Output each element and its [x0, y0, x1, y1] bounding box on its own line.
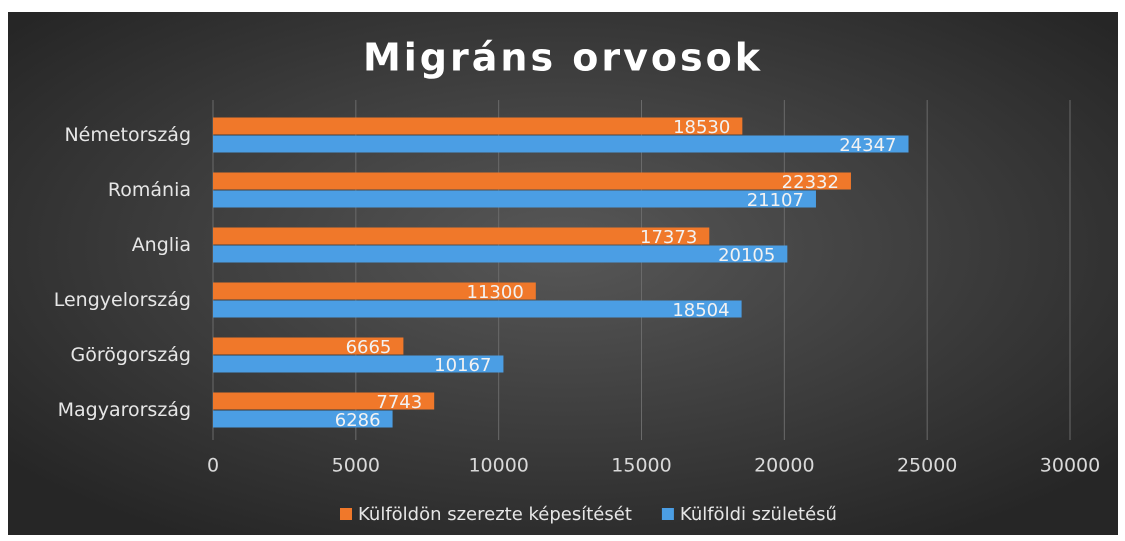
- bar: [213, 300, 742, 318]
- y-tick-label: Görögország: [71, 344, 191, 366]
- x-tick-label: 10000: [468, 455, 528, 477]
- background: [8, 12, 1118, 535]
- data-label: 7743: [376, 392, 422, 413]
- data-label: 17373: [640, 227, 697, 248]
- x-tick-label: 0: [207, 455, 219, 477]
- bar: [213, 282, 536, 300]
- data-label: 22332: [782, 172, 839, 193]
- data-label: 10167: [434, 355, 491, 376]
- bar: [213, 117, 743, 135]
- bar: [213, 245, 788, 263]
- bar: [213, 392, 435, 410]
- data-label: 24347: [839, 135, 896, 156]
- x-tick-label: 25000: [897, 455, 957, 477]
- data-label: 18530: [673, 117, 730, 138]
- bar: [213, 135, 909, 153]
- bar: [213, 355, 504, 373]
- y-tick-label: Románia: [108, 179, 191, 201]
- bar: [213, 337, 404, 355]
- data-label: 18504: [672, 300, 729, 321]
- y-tick-label: Anglia: [132, 234, 191, 256]
- data-label: 6665: [346, 337, 392, 358]
- x-tick-label: 20000: [754, 455, 814, 477]
- data-label: 21107: [747, 190, 804, 211]
- y-tick-label: Magyarország: [58, 399, 191, 421]
- y-tick-label: Németország: [64, 124, 191, 146]
- data-label: 11300: [467, 282, 524, 303]
- bar: [213, 227, 710, 245]
- chart-title: Migráns orvosok: [363, 36, 763, 80]
- legend-swatch: [340, 508, 352, 520]
- data-label: 6286: [335, 410, 381, 431]
- legend-label: Külföldön szerezte képesítését: [358, 504, 632, 525]
- data-label: 20105: [718, 245, 775, 266]
- x-tick-label: 5000: [332, 455, 380, 477]
- legend-label: Külföldi születésű: [680, 504, 837, 525]
- bar: [213, 190, 816, 208]
- y-tick-label: Lengyelország: [54, 289, 191, 311]
- bar: [213, 172, 851, 190]
- x-tick-label: 30000: [1040, 455, 1100, 477]
- legend-swatch: [661, 508, 674, 520]
- x-tick-label: 15000: [611, 455, 671, 477]
- bar: [213, 410, 393, 428]
